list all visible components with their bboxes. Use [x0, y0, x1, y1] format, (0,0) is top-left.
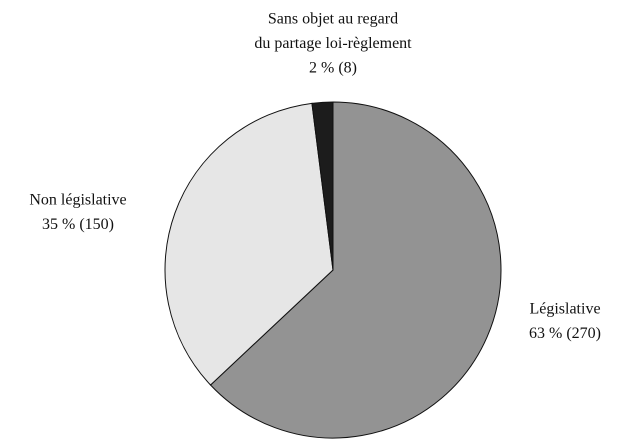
- pie-slice: [164, 102, 334, 386]
- slice-label: Non législative: [29, 192, 126, 209]
- slice-label: Législative: [529, 301, 600, 318]
- slice-label: du partage loi-règlement: [254, 35, 412, 52]
- value-label: 63 % (270): [529, 325, 601, 342]
- slice-label: Sans objet au regard: [268, 11, 398, 28]
- pie-slice: [209, 101, 502, 439]
- value-label: 35 % (150): [42, 216, 114, 233]
- pie-slice: [311, 101, 334, 271]
- value-label: 2 % (8): [309, 60, 357, 77]
